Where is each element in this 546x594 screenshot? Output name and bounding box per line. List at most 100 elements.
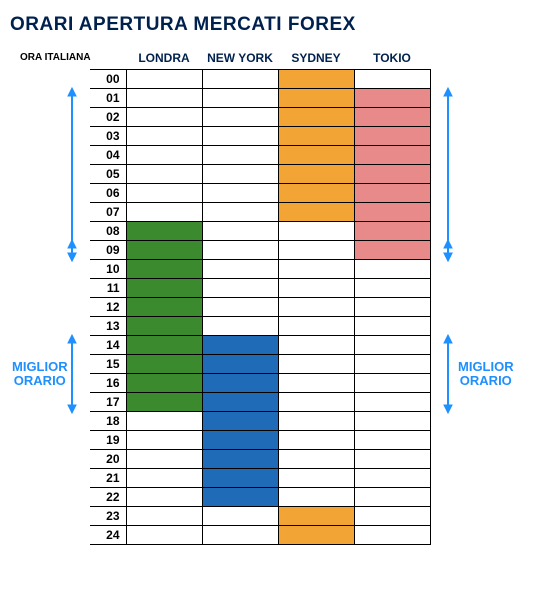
market-cell — [126, 241, 202, 260]
table-row: 10 — [90, 260, 430, 279]
market-cell — [202, 222, 278, 241]
col-header: TOKIO — [354, 50, 430, 70]
market-cell — [126, 146, 202, 165]
market-cell — [126, 507, 202, 526]
hour-cell: 11 — [90, 279, 126, 298]
market-cell — [278, 355, 354, 374]
market-cell — [126, 279, 202, 298]
market-cell — [202, 355, 278, 374]
market-cell — [126, 108, 202, 127]
hour-cell: 24 — [90, 526, 126, 545]
table-row: 06 — [90, 184, 430, 203]
chart-wrap: ORA ITALIANA LONDRA NEW YORK SYDNEY TOKI… — [10, 50, 536, 545]
market-cell — [126, 298, 202, 317]
market-cell — [278, 507, 354, 526]
table-row: 13 — [90, 317, 430, 336]
table-row: 19 — [90, 431, 430, 450]
market-cell — [278, 241, 354, 260]
market-cell — [354, 108, 430, 127]
table-row: 05 — [90, 165, 430, 184]
table-row: 09 — [90, 241, 430, 260]
market-cell — [202, 260, 278, 279]
market-cell — [202, 317, 278, 336]
forex-hours-table: LONDRA NEW YORK SYDNEY TOKIO 00010203040… — [90, 50, 431, 545]
table-row: 12 — [90, 298, 430, 317]
hour-cell: 10 — [90, 260, 126, 279]
table-row: 23 — [90, 507, 430, 526]
hour-cell: 04 — [90, 146, 126, 165]
table-row: 01 — [90, 89, 430, 108]
market-cell — [354, 355, 430, 374]
market-cell — [278, 336, 354, 355]
market-cell — [354, 184, 430, 203]
market-cell — [278, 279, 354, 298]
market-cell — [278, 165, 354, 184]
market-cell — [278, 317, 354, 336]
hour-header — [90, 50, 126, 70]
market-cell — [278, 127, 354, 146]
hour-cell: 20 — [90, 450, 126, 469]
market-cell — [202, 146, 278, 165]
market-cell — [202, 526, 278, 545]
market-cell — [202, 336, 278, 355]
table-row: 14 — [90, 336, 430, 355]
market-cell — [126, 450, 202, 469]
market-cell — [354, 412, 430, 431]
market-cell — [202, 203, 278, 222]
market-cell — [202, 507, 278, 526]
market-cell — [278, 450, 354, 469]
market-cell — [354, 298, 430, 317]
table-row: 24 — [90, 526, 430, 545]
market-cell — [354, 488, 430, 507]
hour-cell: 08 — [90, 222, 126, 241]
market-cell — [278, 89, 354, 108]
market-cell — [126, 526, 202, 545]
market-cell — [278, 108, 354, 127]
market-cell — [354, 336, 430, 355]
market-cell — [354, 70, 430, 89]
market-cell — [202, 165, 278, 184]
market-cell — [354, 203, 430, 222]
hour-cell: 23 — [90, 507, 126, 526]
market-cell — [202, 393, 278, 412]
market-cell — [354, 146, 430, 165]
market-cell — [126, 127, 202, 146]
market-cell — [278, 70, 354, 89]
table-row: 03 — [90, 127, 430, 146]
market-cell — [126, 165, 202, 184]
market-cell — [278, 374, 354, 393]
market-cell — [278, 222, 354, 241]
market-cell — [202, 431, 278, 450]
col-header: SYDNEY — [278, 50, 354, 70]
market-cell — [354, 165, 430, 184]
hour-cell: 16 — [90, 374, 126, 393]
market-cell — [126, 374, 202, 393]
market-cell — [126, 431, 202, 450]
table-row: 21 — [90, 469, 430, 488]
hour-cell: 09 — [90, 241, 126, 260]
market-cell — [278, 146, 354, 165]
market-cell — [278, 298, 354, 317]
hour-cell: 03 — [90, 127, 126, 146]
col-header: LONDRA — [126, 50, 202, 70]
market-cell — [354, 89, 430, 108]
table-row: 16 — [90, 374, 430, 393]
market-cell — [202, 488, 278, 507]
market-cell — [278, 260, 354, 279]
col-header: NEW YORK — [202, 50, 278, 70]
market-cell — [354, 260, 430, 279]
market-cell — [126, 317, 202, 336]
market-cell — [126, 89, 202, 108]
table-row: 07 — [90, 203, 430, 222]
table-row: 11 — [90, 279, 430, 298]
best-time-label-right: MIGLIOR ORARIO — [458, 360, 514, 388]
market-cell — [278, 469, 354, 488]
market-cell — [202, 412, 278, 431]
page-title: ORARI APERTURA MERCATI FOREX — [10, 14, 536, 36]
best-time-label-left: MIGLIOR ORARIO — [12, 360, 68, 388]
market-cell — [354, 393, 430, 412]
market-cell — [126, 70, 202, 89]
market-cell — [354, 279, 430, 298]
market-cell — [278, 431, 354, 450]
market-cell — [278, 203, 354, 222]
